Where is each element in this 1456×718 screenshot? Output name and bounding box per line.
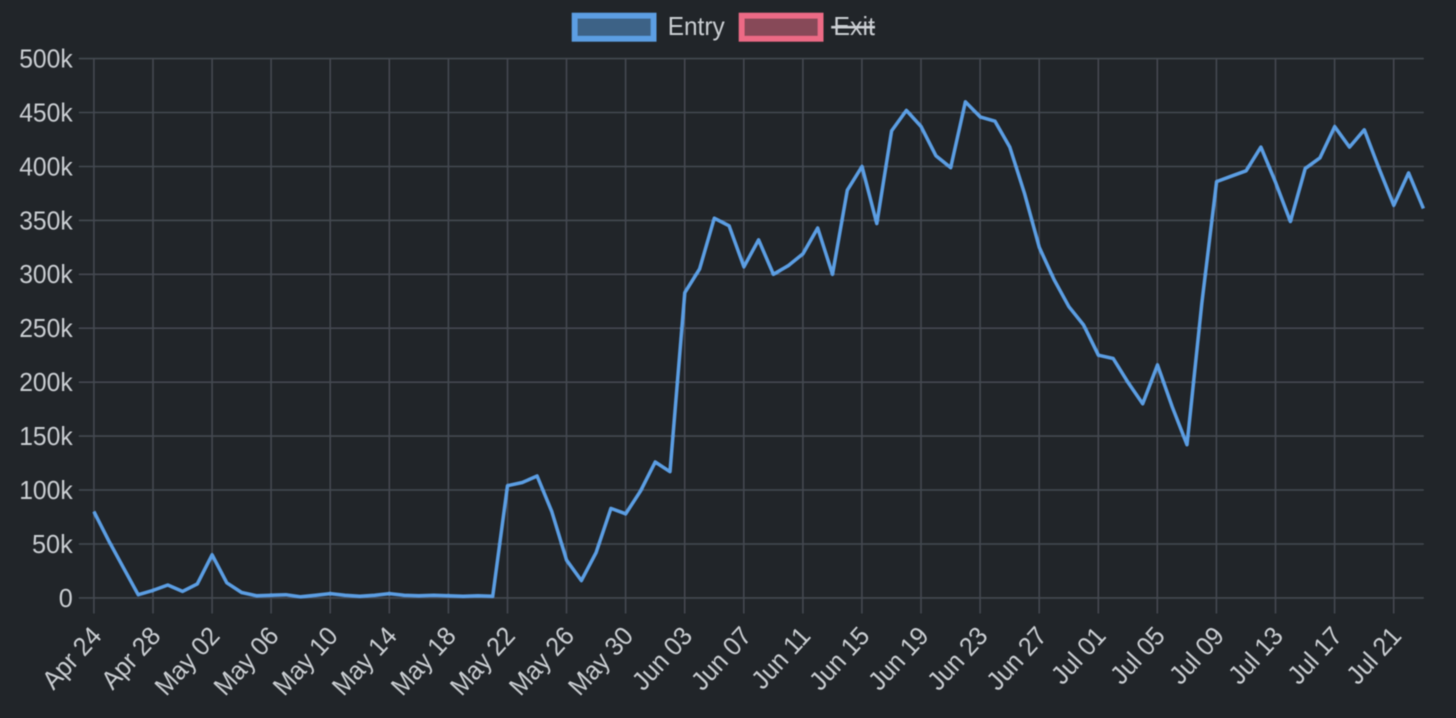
svg-text:100k: 100k [19, 475, 73, 505]
svg-text:Entry: Entry [668, 11, 725, 41]
svg-text:50k: 50k [32, 529, 74, 559]
svg-text:200k: 200k [19, 367, 73, 397]
svg-text:150k: 150k [19, 421, 73, 451]
svg-text:300k: 300k [19, 259, 73, 289]
svg-text:500k: 500k [19, 44, 73, 74]
svg-text:250k: 250k [19, 313, 73, 343]
svg-text:400k: 400k [19, 151, 73, 181]
svg-text:350k: 350k [19, 205, 73, 235]
svg-text:450k: 450k [19, 97, 73, 127]
svg-text:0: 0 [59, 583, 73, 613]
